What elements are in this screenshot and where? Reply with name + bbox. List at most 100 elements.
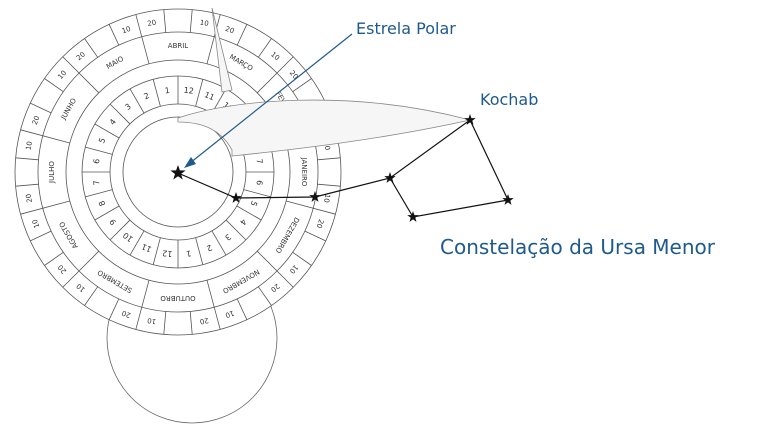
dial-label: 9 — [108, 217, 118, 227]
dial-label: 6 — [92, 158, 102, 164]
polaris-label: Estrela Polar — [356, 19, 456, 38]
star — [384, 172, 396, 183]
dial-label: 20 — [269, 282, 281, 294]
dial-label: 20 — [31, 115, 42, 126]
dial-label: 10 — [224, 309, 235, 320]
dial-label: 20 — [25, 193, 34, 203]
dial-label: 2 — [205, 243, 213, 253]
dial-divider — [256, 56, 294, 94]
dial-divider — [257, 38, 272, 58]
dial-label: 10 — [25, 141, 34, 151]
dial-divider — [15, 157, 39, 161]
dial-divider — [84, 286, 99, 306]
dial-divider — [304, 230, 326, 242]
hub — [122, 116, 234, 228]
dial-divider — [195, 237, 204, 265]
dial-label: 10 — [288, 263, 300, 275]
dial-divider — [206, 14, 221, 64]
dial-divider — [195, 79, 204, 107]
dial-divider — [189, 9, 193, 33]
dial-label: 4 — [238, 217, 248, 227]
dial-divider — [152, 79, 161, 107]
callout-line — [189, 33, 353, 164]
dial-label: 20 — [322, 141, 331, 151]
dial-divider — [108, 298, 120, 320]
dial-label: 20 — [199, 316, 209, 325]
dial-divider — [94, 205, 120, 221]
dial-divider — [163, 311, 167, 335]
star — [230, 192, 242, 203]
star — [502, 194, 514, 205]
dial-divider — [236, 298, 248, 320]
dial-divider — [85, 189, 113, 198]
star — [309, 191, 321, 202]
dial-divider — [163, 9, 167, 33]
dial-label: 8 — [97, 199, 107, 207]
dial-label: 10 — [75, 282, 87, 294]
dial-divider — [292, 78, 312, 93]
dial-divider — [256, 250, 294, 288]
star — [464, 114, 476, 125]
dial-label: 7 — [92, 180, 102, 186]
dial-label: OUTUBRO — [160, 294, 196, 302]
dial-label: 7 — [255, 158, 265, 164]
dial-divider — [225, 219, 247, 241]
dial-label: 10 — [322, 193, 331, 203]
dial-divider — [286, 200, 336, 215]
dial-divider — [135, 14, 150, 64]
dial-label: 6 — [255, 180, 265, 186]
dial-divider — [44, 251, 64, 266]
dial-divider — [211, 230, 227, 256]
dial-label: 20 — [75, 50, 87, 62]
kochab-label: Kochab — [480, 90, 538, 109]
constellation-lines — [177, 119, 509, 218]
dial-label: 20 — [315, 218, 326, 229]
dial-divider — [20, 200, 70, 215]
dial-label: 12 — [183, 86, 194, 96]
dial-divider — [84, 38, 99, 58]
callout-arrow — [184, 157, 196, 168]
dial-label: 5 — [97, 137, 107, 145]
dial-label: 1 — [186, 249, 192, 259]
dial-label: 10 — [269, 50, 281, 62]
dial-divider — [129, 88, 145, 114]
ring — [37, 31, 319, 313]
dial-label: JANEIRO — [300, 157, 308, 187]
dial-divider — [236, 24, 248, 46]
dial-divider — [62, 56, 100, 94]
dial-label: 10 — [199, 19, 209, 28]
dial-divider — [15, 183, 39, 187]
stars — [170, 114, 514, 222]
ring — [65, 59, 291, 285]
dial-label: 20 — [121, 309, 132, 320]
dial-divider — [206, 280, 221, 330]
dial-divider — [243, 189, 271, 198]
dial-divider — [109, 219, 131, 241]
dial-divider — [152, 237, 161, 265]
dial-label: 10 — [121, 25, 132, 36]
dial-divider — [129, 230, 145, 256]
dial-label: 20 — [56, 263, 68, 275]
dial-divider — [94, 123, 120, 139]
dial-divider — [236, 205, 262, 221]
dial-label: 20 — [288, 69, 300, 81]
star — [170, 165, 186, 180]
dial-divider — [317, 157, 341, 161]
pointer-wedge — [211, 7, 233, 93]
dial-divider — [109, 103, 131, 125]
dial-divider — [20, 129, 70, 144]
dial-divider — [62, 250, 100, 288]
dial-label: 12 — [162, 248, 173, 258]
dial-divider — [257, 286, 272, 306]
dial-label: 20 — [147, 19, 157, 28]
dial-divider — [108, 24, 120, 46]
constellation-label: Constelação da Ursa Menor — [440, 235, 716, 259]
dial-label: 10 — [147, 316, 157, 325]
dial-label: JULHO — [48, 161, 56, 184]
dial-label: 3 — [223, 232, 233, 242]
star — [407, 211, 419, 222]
dial-divider — [317, 183, 341, 187]
dial-label: 11 — [203, 90, 216, 102]
dial-divider — [189, 311, 193, 335]
